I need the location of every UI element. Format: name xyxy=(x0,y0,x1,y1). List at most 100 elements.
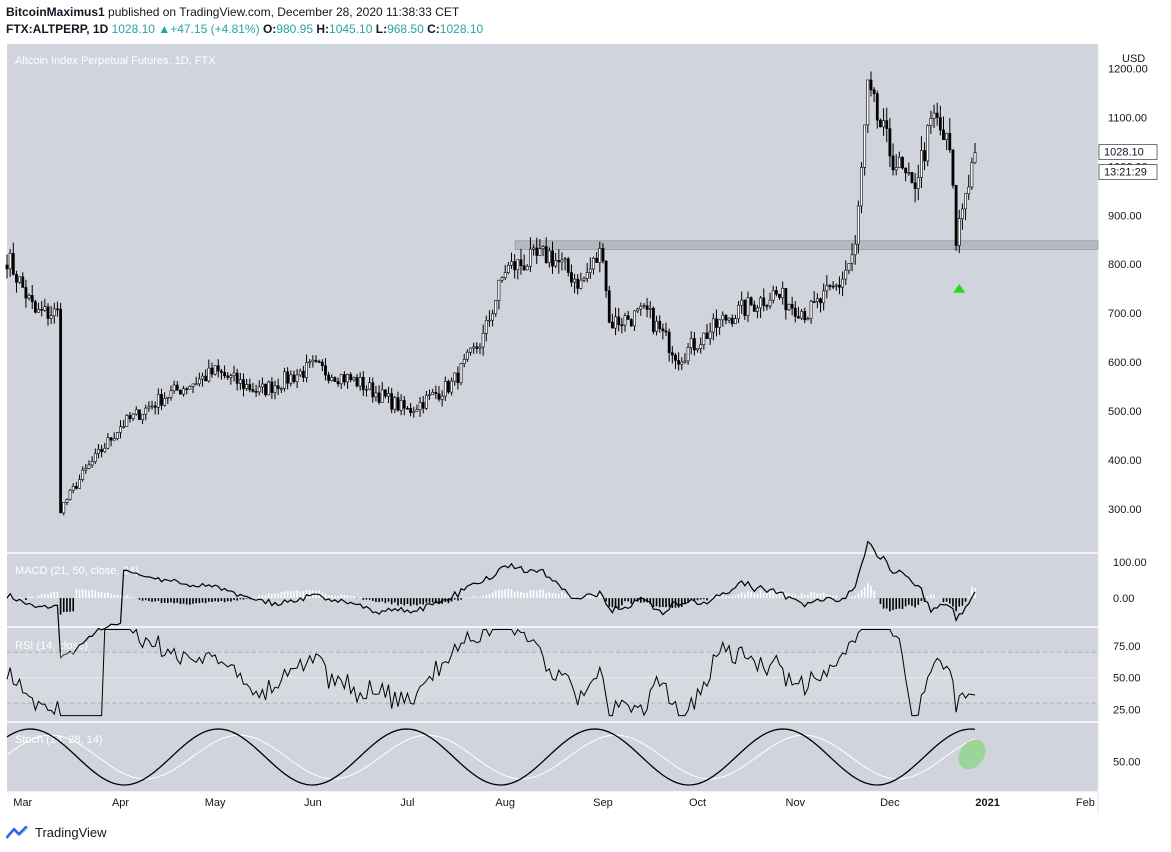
candle-body xyxy=(885,120,889,129)
macd-histogram-bar xyxy=(580,597,582,599)
high-label: H: xyxy=(316,22,330,36)
macd-histogram-bar xyxy=(535,590,538,599)
candle-body xyxy=(465,351,469,360)
candle-body xyxy=(544,246,548,264)
candle-body xyxy=(762,297,766,306)
candle-body xyxy=(721,314,725,321)
macd-histogram-bar xyxy=(75,589,78,599)
macd-histogram-bar xyxy=(728,596,730,599)
macd-histogram-bar xyxy=(520,591,522,599)
macd-histogram-bar xyxy=(819,593,822,599)
candle-body xyxy=(749,297,753,306)
macd-histogram-bar xyxy=(368,598,371,600)
macd-histogram-bar xyxy=(397,598,399,606)
candle-body xyxy=(500,277,504,281)
macd-histogram-bar xyxy=(91,590,93,599)
candle-body xyxy=(875,93,879,121)
candle-body xyxy=(547,250,551,264)
macd-histogram-bar xyxy=(510,589,513,599)
candle-body xyxy=(342,374,346,383)
candle-body xyxy=(570,272,573,283)
macd-histogram-bar xyxy=(387,598,390,602)
macd-histogram-bar xyxy=(911,598,913,606)
macd-histogram-bar xyxy=(160,598,163,604)
macd-histogram-bar xyxy=(378,598,380,603)
candle-body xyxy=(942,129,945,141)
price-change: +47.15 (+4.81%) xyxy=(170,22,260,36)
candle-body xyxy=(579,279,583,289)
candle-body xyxy=(784,288,788,311)
macd-histogram-bar xyxy=(857,593,860,599)
candle-body xyxy=(595,257,599,263)
macd-histogram-bar xyxy=(529,589,532,599)
candle-body xyxy=(346,374,349,383)
candle-body xyxy=(5,264,9,270)
macd-histogram-bar xyxy=(662,598,664,607)
macd-histogram-bar xyxy=(122,596,125,599)
time-tick-0: Mar xyxy=(13,797,32,809)
macd-histogram-bar xyxy=(280,592,283,599)
macd-histogram-bar xyxy=(699,598,702,600)
macd-panel xyxy=(7,553,1098,627)
macd-histogram-bar xyxy=(851,596,853,599)
candle-body xyxy=(301,370,305,378)
candle-body xyxy=(554,260,558,267)
candle-body xyxy=(125,415,129,427)
author-name[interactable]: BitcoinMaximus1 xyxy=(6,5,105,19)
macd-histogram-bar xyxy=(788,593,790,599)
candle-body xyxy=(503,272,507,278)
macd-histogram-bar xyxy=(914,598,916,608)
candle-body xyxy=(204,375,208,382)
candle-body xyxy=(834,284,838,287)
candle-body xyxy=(850,254,854,264)
macd-histogram-bar xyxy=(680,598,683,607)
candle-body xyxy=(746,297,750,316)
candle-body xyxy=(853,243,857,256)
macd-histogram-bar xyxy=(208,598,210,602)
macd-histogram-bar xyxy=(762,593,765,599)
macd-histogram-bar xyxy=(78,589,81,599)
macd-histogram-bar xyxy=(485,594,488,599)
macd-histogram-bar xyxy=(296,590,298,599)
macd-histogram-bar xyxy=(813,592,816,599)
macd-histogram-bar xyxy=(179,598,182,605)
candle-body xyxy=(973,152,977,164)
macd-histogram-bar xyxy=(517,590,519,599)
macd-histogram-bar xyxy=(532,590,535,599)
rsi-panel xyxy=(7,627,1098,722)
macd-histogram-bar xyxy=(778,590,781,599)
publish-line: BitcoinMaximus1 published on TradingView… xyxy=(6,4,483,21)
candle-body xyxy=(374,392,378,398)
macd-histogram-bar xyxy=(576,597,579,599)
candle-body xyxy=(699,344,703,349)
candle-body xyxy=(238,379,242,384)
candle-body xyxy=(488,319,491,322)
time-tick-4: Jul xyxy=(400,797,414,809)
candle-body xyxy=(56,308,59,311)
candle-body xyxy=(317,361,321,363)
candle-body xyxy=(437,393,441,400)
tradingview-branding[interactable]: TradingView xyxy=(6,824,107,840)
macd-histogram-bar xyxy=(854,596,857,599)
rsi-tick-0: 75.00 xyxy=(1113,641,1141,653)
candle-body xyxy=(220,370,223,373)
currency-label: USD xyxy=(1122,53,1145,65)
candle-body xyxy=(696,348,699,351)
candle-body xyxy=(144,407,148,415)
candle-body xyxy=(664,330,668,333)
candle-body xyxy=(607,290,611,323)
macd-histogram-bar xyxy=(933,594,935,599)
candle-body xyxy=(551,250,554,267)
macd-histogram-bar xyxy=(892,598,894,611)
candle-body xyxy=(109,437,113,441)
macd-histogram-bar xyxy=(116,594,119,599)
candle-body xyxy=(232,372,236,377)
macd-histogram-bar xyxy=(482,595,484,599)
macd-histogram-bar xyxy=(967,596,970,599)
candle-body xyxy=(661,328,665,332)
macd-histogram-bar xyxy=(917,598,920,605)
candle-body xyxy=(945,133,949,141)
candle-body xyxy=(424,395,428,409)
candle-body xyxy=(257,386,261,393)
